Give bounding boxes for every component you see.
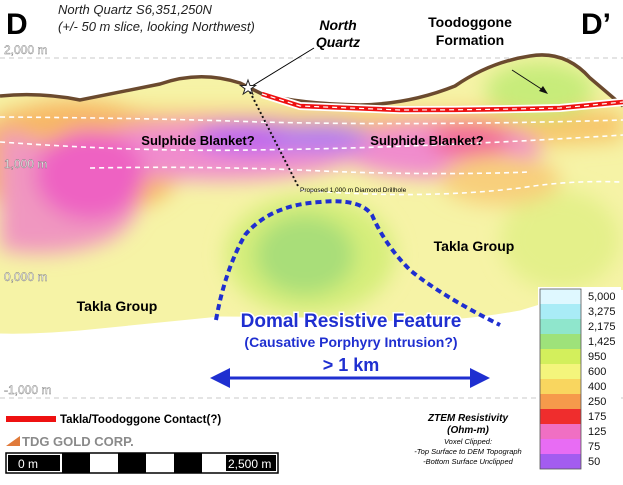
contour-lines	[0, 116, 623, 196]
colorbar-value-label: 175	[588, 411, 606, 423]
colorbar-swatch	[540, 394, 581, 409]
colorbar-value-label: 950	[588, 351, 606, 363]
elevation-label-0: 0,000 m	[4, 270, 47, 284]
colorbar-value-label: 125	[588, 426, 606, 438]
colorbar-swatch	[540, 334, 581, 349]
resistivity-legend-title: ZTEM Resistivity	[427, 413, 508, 424]
colorbar-value-label: 3,275	[588, 306, 616, 318]
toodoggone-label-line1: Toodoggone	[428, 14, 512, 30]
colorbar-swatch	[540, 409, 581, 424]
voxel-note-line2: -Top Surface to DEM Topograph	[414, 447, 521, 456]
colorbar-swatch	[540, 424, 581, 439]
domal-feature-subtitle: (Causative Porphyry Intrusion?)	[244, 334, 457, 350]
toodoggone-leader	[511, 69, 547, 93]
domal-feature-title: Domal Resistive Feature	[241, 311, 462, 332]
topography-line	[0, 53, 623, 108]
elevation-label-2000: 2,000 m	[4, 43, 47, 57]
section-bottom-edge	[0, 288, 596, 337]
sulphide-blanket-right-label: Sulphide Blanket?	[370, 133, 483, 148]
colorbar-value-label: 250	[588, 396, 606, 408]
colorbar-border	[539, 288, 582, 470]
colorbar-value-label: 50	[588, 456, 600, 468]
scale-bar-start-label: 0 m	[18, 457, 38, 471]
arrow-left-icon	[210, 368, 230, 388]
voxel-note-line1: Voxel Clipped:	[444, 437, 492, 446]
colorbar-swatch	[540, 454, 581, 469]
colorbar-swatch	[540, 319, 581, 334]
colorbar-swatch	[540, 439, 581, 454]
resistivity-section	[0, 54, 623, 336]
toodoggone-arrowhead-icon	[539, 86, 548, 94]
width-label: > 1 km	[323, 355, 380, 375]
colorbar-value-label: 5,000	[588, 291, 616, 303]
colorbar-value-label: 1,425	[588, 336, 616, 348]
north-quartz-label-line2: Quartz	[316, 34, 360, 50]
contact-legend: Takla/Toodoggone Contact(?)	[6, 414, 221, 426]
colorbar-swatch	[540, 364, 581, 379]
section-title-line1: North Quartz S6,351,250N	[58, 2, 213, 17]
scale-bar-end-label: 2,500 m	[228, 457, 271, 471]
colorbar-value-label: 75	[588, 441, 600, 453]
domal-feature-outline	[214, 199, 501, 327]
colorbar-value-label: 2,175	[588, 321, 616, 333]
north-quartz-leader	[251, 47, 315, 87]
resistivity-colorbar: 5,000 3,275 2,175 1,425 950 600 400 250 175 125 75…	[538, 287, 621, 471]
logo-mark-icon	[6, 436, 20, 446]
takla-group-right-label: Takla Group	[434, 238, 515, 254]
scale-bar: 0 m 2,500 m	[5, 452, 279, 474]
drillhole-label: Proposed 1,000 m Diamond Drillhole	[300, 187, 407, 194]
colorbar-value-label: 600	[588, 366, 606, 378]
colorbar-value-label: 400	[588, 381, 606, 393]
north-quartz-star-icon	[238, 78, 258, 96]
company-logo: TDG GOLD CORP.	[6, 434, 134, 449]
colorbar-swatch	[540, 379, 581, 394]
colorbar-swatch	[540, 304, 581, 319]
elevation-label-1000: 1,000 m	[4, 157, 47, 171]
takla-toodoggone-contact	[260, 90, 623, 115]
contact-legend-label: Takla/Toodoggone Contact(?)	[60, 414, 221, 426]
voxel-note-line3: -Bottom Surface Unclipped	[423, 457, 513, 466]
colorbar-swatch	[540, 349, 581, 364]
arrow-right-icon	[470, 368, 490, 388]
section-title-line2: (+/- 50 m slice, looking Northwest)	[58, 19, 255, 34]
colorbar-swatch	[540, 289, 581, 304]
resistivity-legend-units: (Ohm-m)	[447, 425, 489, 436]
company-name: TDG GOLD CORP.	[22, 434, 134, 449]
contact-legend-swatch	[6, 416, 56, 422]
section-letter-right: D’	[581, 8, 611, 41]
width-arrow	[210, 368, 490, 388]
takla-group-left-label: Takla Group	[77, 298, 158, 314]
section-letter-left: D	[6, 8, 28, 41]
north-quartz-label-line1: North	[319, 17, 356, 33]
toodoggone-label-line2: Formation	[436, 32, 504, 48]
sulphide-blanket-left-label: Sulphide Blanket?	[141, 133, 254, 148]
elevation-label-minus-1000: -1,000 m	[4, 383, 51, 397]
